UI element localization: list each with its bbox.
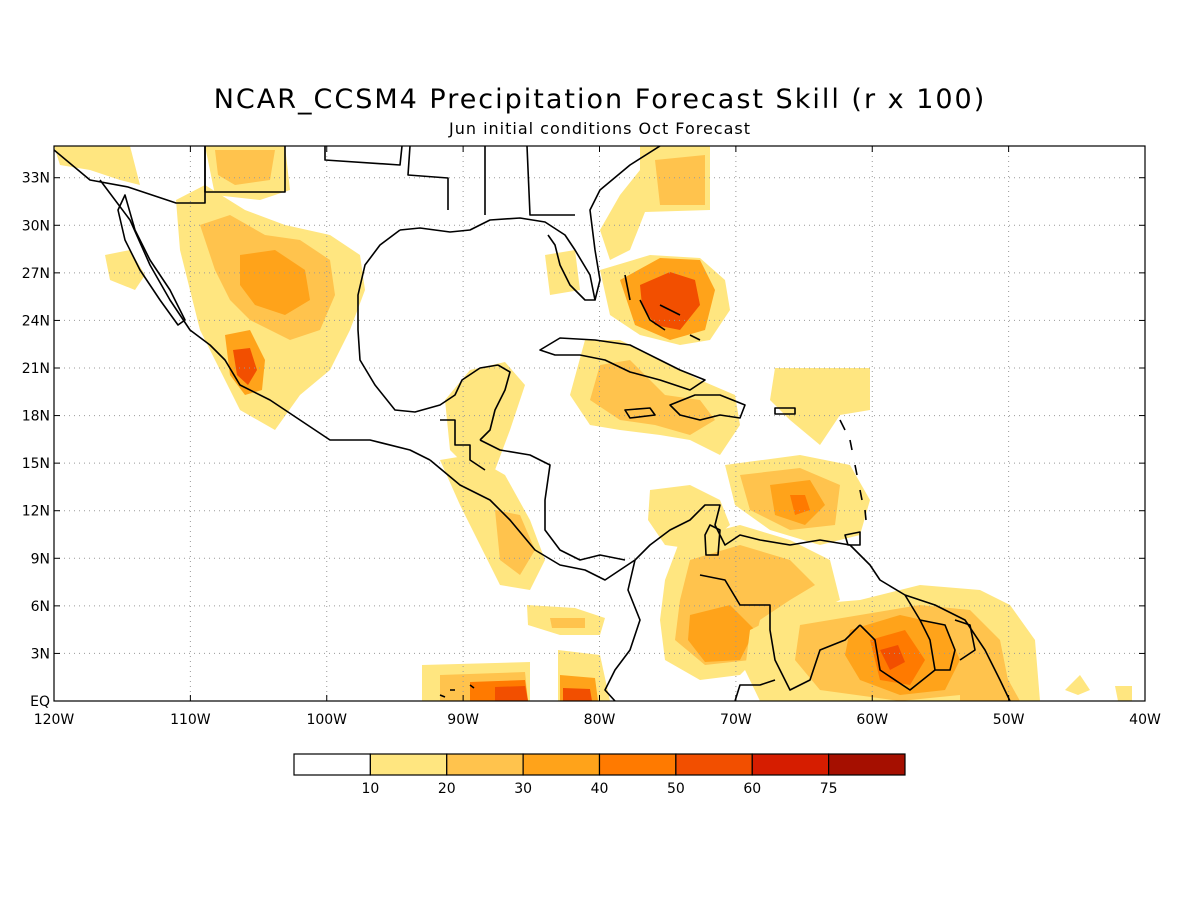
baja-california (117, 194, 186, 326)
trinidad (844, 531, 861, 546)
skill-region-venezuela-core (688, 605, 755, 662)
skill-region-northern-mexico-inner (215, 150, 275, 185)
maracaibo-lake (704, 524, 721, 556)
y-tick-label: 21N (22, 361, 50, 377)
y-tick-label: 30N (22, 218, 50, 234)
colorbar-label: 75 (820, 781, 838, 797)
map-subtitle: Jun initial conditions Oct Forecast (448, 119, 752, 138)
map-title: NCAR_CCSM4 Precipitation Forecast Skill … (213, 84, 987, 115)
skill-region-central-america (440, 455, 545, 590)
bahamas-islands (624, 274, 701, 341)
us-state-border-tx (324, 146, 403, 166)
y-tick-label: 24N (22, 313, 50, 329)
colombia-coast (634, 504, 1011, 701)
y-tick-label: 9N (31, 551, 50, 567)
skill-region-sw-mexico-core (233, 348, 257, 385)
central-america-caribbean (479, 439, 626, 561)
skill-region-florida (545, 250, 580, 295)
skill-shading (54, 146, 1132, 701)
skill-region-pacific-strip-inner (550, 618, 585, 628)
x-tick-label: 70W (720, 712, 752, 728)
skill-region-caribbean-south-peak (790, 495, 810, 515)
y-tick-label: 27N (22, 266, 50, 282)
us-state-lines (407, 146, 575, 216)
skill-region-baja-north (54, 146, 140, 185)
skill-region-bahamas-core (640, 272, 700, 330)
coastlines (54, 146, 1011, 701)
colorbar-swatch (598, 753, 677, 776)
us-state-border-nm (204, 146, 286, 193)
guatemala-border (440, 419, 486, 471)
y-tick-label: 12N (22, 504, 50, 520)
y-tick-label: 33N (22, 171, 50, 187)
y-tick-label: 15N (22, 456, 50, 472)
mexico-pacific-coast (99, 179, 431, 461)
yucatan-coast (479, 364, 511, 441)
skill-region-atlantic-north-inner (655, 155, 705, 205)
jamaica (624, 407, 656, 419)
hispaniola (669, 394, 746, 421)
gulf-coast (399, 217, 596, 301)
french-guiana-border (954, 619, 976, 661)
colorbar-label: 30 (514, 781, 532, 797)
x-tick-label: 110W (170, 712, 211, 728)
skill-region-pacific-equator-east-core (563, 688, 592, 701)
map-axes: 120W 110W 100W 90W 80W 70W 60W 50W 40W EQ 3N 6N 9N 12… (22, 146, 1161, 728)
colorbar-swatch (293, 753, 371, 776)
colorbar-swatch (751, 753, 830, 776)
x-tick-label: 90W (447, 712, 479, 728)
y-tick-label: 3N (31, 646, 50, 662)
y-tick-label: 6N (31, 599, 50, 615)
cuba (539, 337, 706, 391)
colorbar-label: 20 (438, 781, 456, 797)
skill-region-baja (105, 250, 145, 290)
x-tick-label: 40W (1129, 712, 1161, 728)
colorbar-label: 40 (591, 781, 609, 797)
lesser-antilles (839, 419, 867, 521)
guyana-border (859, 594, 936, 691)
x-tick-label: 60W (856, 712, 888, 728)
x-tick-label: 50W (993, 712, 1025, 728)
colorbar-swatch (828, 753, 906, 776)
colorbar-label: 60 (743, 781, 761, 797)
colorbar-swatch (675, 753, 753, 776)
central-america-coast (429, 459, 636, 581)
colorbar-swatch (369, 753, 448, 776)
florida-coast (589, 146, 661, 301)
colombia-pacific-coast (604, 559, 641, 701)
suriname-border (919, 619, 956, 671)
y-tick-label: 18N (22, 409, 50, 425)
ecuador-border (734, 679, 776, 701)
x-tick-label: 80W (584, 712, 616, 728)
colorbar-label: 10 (361, 781, 379, 797)
colorbar-swatch (522, 753, 601, 776)
colorbar-swatch (446, 753, 524, 776)
x-tick-label: 100W (306, 712, 347, 728)
colorbar-label: 50 (667, 781, 685, 797)
skill-region-lesser-antilles (770, 368, 870, 445)
colorbar: 10 20 30 40 50 60 75 (293, 753, 906, 797)
skill-region-atlantic-east (1065, 675, 1132, 701)
pacific-islands (439, 684, 475, 698)
skill-region-guianas-max (880, 645, 905, 670)
us-mexico-border (54, 146, 206, 204)
skill-region-nw-mexico-core (240, 250, 310, 315)
x-tick-label: 120W (34, 712, 75, 728)
skill-region-pacific-equator-west-peak (495, 686, 528, 701)
venezuela-border (699, 574, 861, 691)
mexico-gulf-coast (357, 229, 499, 413)
puerto-rico (774, 407, 796, 415)
y-tick-label: EQ (30, 694, 50, 710)
